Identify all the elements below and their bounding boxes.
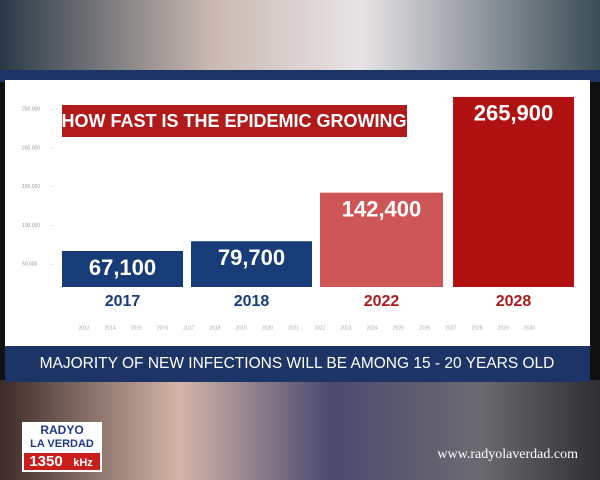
- timeline-label: 2028: [471, 325, 482, 331]
- y-tick-label: 100,000: [22, 223, 40, 229]
- x-tick-label: 2018: [234, 293, 270, 310]
- value-label: 265,900: [474, 101, 554, 126]
- value-label: 79,700: [218, 245, 285, 270]
- logo-unit: kHz: [73, 457, 93, 469]
- timeline-label: 2017: [183, 325, 194, 331]
- x-tick-label: 2022: [364, 293, 400, 310]
- value-label: 142,400: [342, 196, 422, 221]
- timeline-label: 2019: [236, 325, 247, 331]
- timeline-label: 2018: [209, 325, 220, 331]
- panel-border: [0, 70, 600, 82]
- timeline-label: 2025: [393, 325, 404, 331]
- bar: [453, 96, 574, 288]
- timeline-label: 2029: [498, 325, 509, 331]
- timeline-label: 2021: [288, 325, 299, 331]
- logo-bar: [24, 453, 100, 470]
- y-tick-label: 250,000: [22, 107, 40, 113]
- timeline-label: 2013: [78, 325, 89, 331]
- x-tick-label: 2017: [105, 293, 141, 310]
- bar: [62, 250, 183, 287]
- y-tick-label: 150,000: [22, 184, 40, 190]
- website: www.radyolaverdad.com: [437, 447, 578, 462]
- timeline-label: 2024: [367, 325, 378, 331]
- bar: [320, 192, 443, 287]
- y-tick-label: 200,000: [22, 145, 40, 151]
- timeline-label: 2023: [340, 325, 351, 331]
- banner: [5, 346, 590, 382]
- chart-title: HOW FAST IS THE EPIDEMIC GROWING: [61, 111, 406, 131]
- timeline-label: 2015: [131, 325, 142, 331]
- banner-text: MAJORITY OF NEW INFECTIONS WILL BE AMONG…: [40, 355, 555, 372]
- timeline-label: 2020: [262, 325, 273, 331]
- logo-text: LA VERDAD: [30, 438, 94, 450]
- value-label: 67,100: [89, 255, 156, 280]
- timeline-label: 2022: [314, 325, 325, 331]
- logo-text: RADYO: [40, 423, 83, 437]
- bar: [191, 241, 312, 287]
- x-tick-label: 2028: [496, 293, 532, 310]
- timeline-label: 2026: [419, 325, 430, 331]
- timeline-label: 2030: [524, 325, 535, 331]
- title-box: [62, 105, 407, 137]
- y-tick-label: 50,000: [22, 262, 38, 268]
- timeline-label: 2014: [105, 325, 116, 331]
- logo-frequency: 1350: [29, 453, 62, 470]
- timeline-label: 2016: [157, 325, 168, 331]
- timeline-label: 2027: [445, 325, 456, 331]
- background-photo: [0, 0, 600, 80]
